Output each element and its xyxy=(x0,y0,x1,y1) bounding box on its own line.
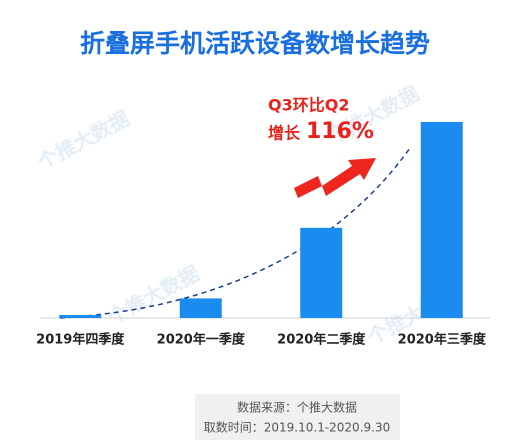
growth-arrow xyxy=(294,158,376,198)
annotation-value: 116% xyxy=(306,119,374,144)
annotation-line: Q3环比Q2 xyxy=(268,96,349,115)
trend-curve xyxy=(59,147,411,319)
bar xyxy=(300,227,343,318)
x-tick-label: 2020年三季度 xyxy=(398,332,487,348)
source-text: 数据来源：个推大数据 xyxy=(237,400,357,415)
x-tick-label: 2019年四季度 xyxy=(36,332,125,348)
x-tick-label: 2020年一季度 xyxy=(157,332,246,348)
source-text: 取数时间：2019.10.1-2020.9.30 xyxy=(204,420,390,435)
chart-title: 折叠屏手机活跃设备数增长趋势 xyxy=(80,29,430,58)
bar xyxy=(179,298,222,318)
watermark: 个推大数据 xyxy=(33,106,133,175)
source-box xyxy=(195,394,400,440)
bar xyxy=(420,122,463,318)
annotation-line: 增长 xyxy=(268,124,301,143)
watermarks: 个推大数据 个推大数据 个推大数据 个推大数据 xyxy=(33,81,463,350)
x-tick-label: 2020年二季度 xyxy=(277,332,366,348)
watermark: 个推大数据 xyxy=(103,261,203,330)
bar xyxy=(59,315,102,318)
